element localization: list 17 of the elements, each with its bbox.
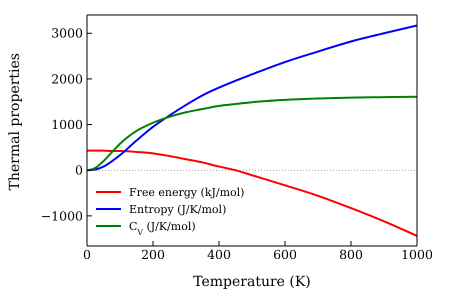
x-tick-label: 800 xyxy=(339,246,363,262)
y-tick-label: 0 xyxy=(75,162,84,178)
x-axis-title: Temperature (K) xyxy=(193,274,311,290)
y-axis-title: Thermal properties xyxy=(6,53,23,190)
y-tick-label: 3000 xyxy=(51,26,84,41)
legend-label: Free energy (kJ/mol) xyxy=(129,186,244,199)
legend-label: Entropy (J/K/mol) xyxy=(129,203,226,216)
x-tick-label: 600 xyxy=(273,246,297,262)
x-tick-label: 1000 xyxy=(401,246,433,262)
x-tick-label: 200 xyxy=(141,246,165,262)
y-tick-label: 2000 xyxy=(51,71,84,86)
line-series xyxy=(87,96,417,172)
line-series xyxy=(87,150,417,237)
legend-label: C$_{V}$ (J/K/mol) xyxy=(129,220,196,236)
y-tick-label: 1000 xyxy=(51,117,84,132)
y-tick-label: −1000 xyxy=(40,208,84,224)
x-tick-label: 400 xyxy=(207,246,231,262)
